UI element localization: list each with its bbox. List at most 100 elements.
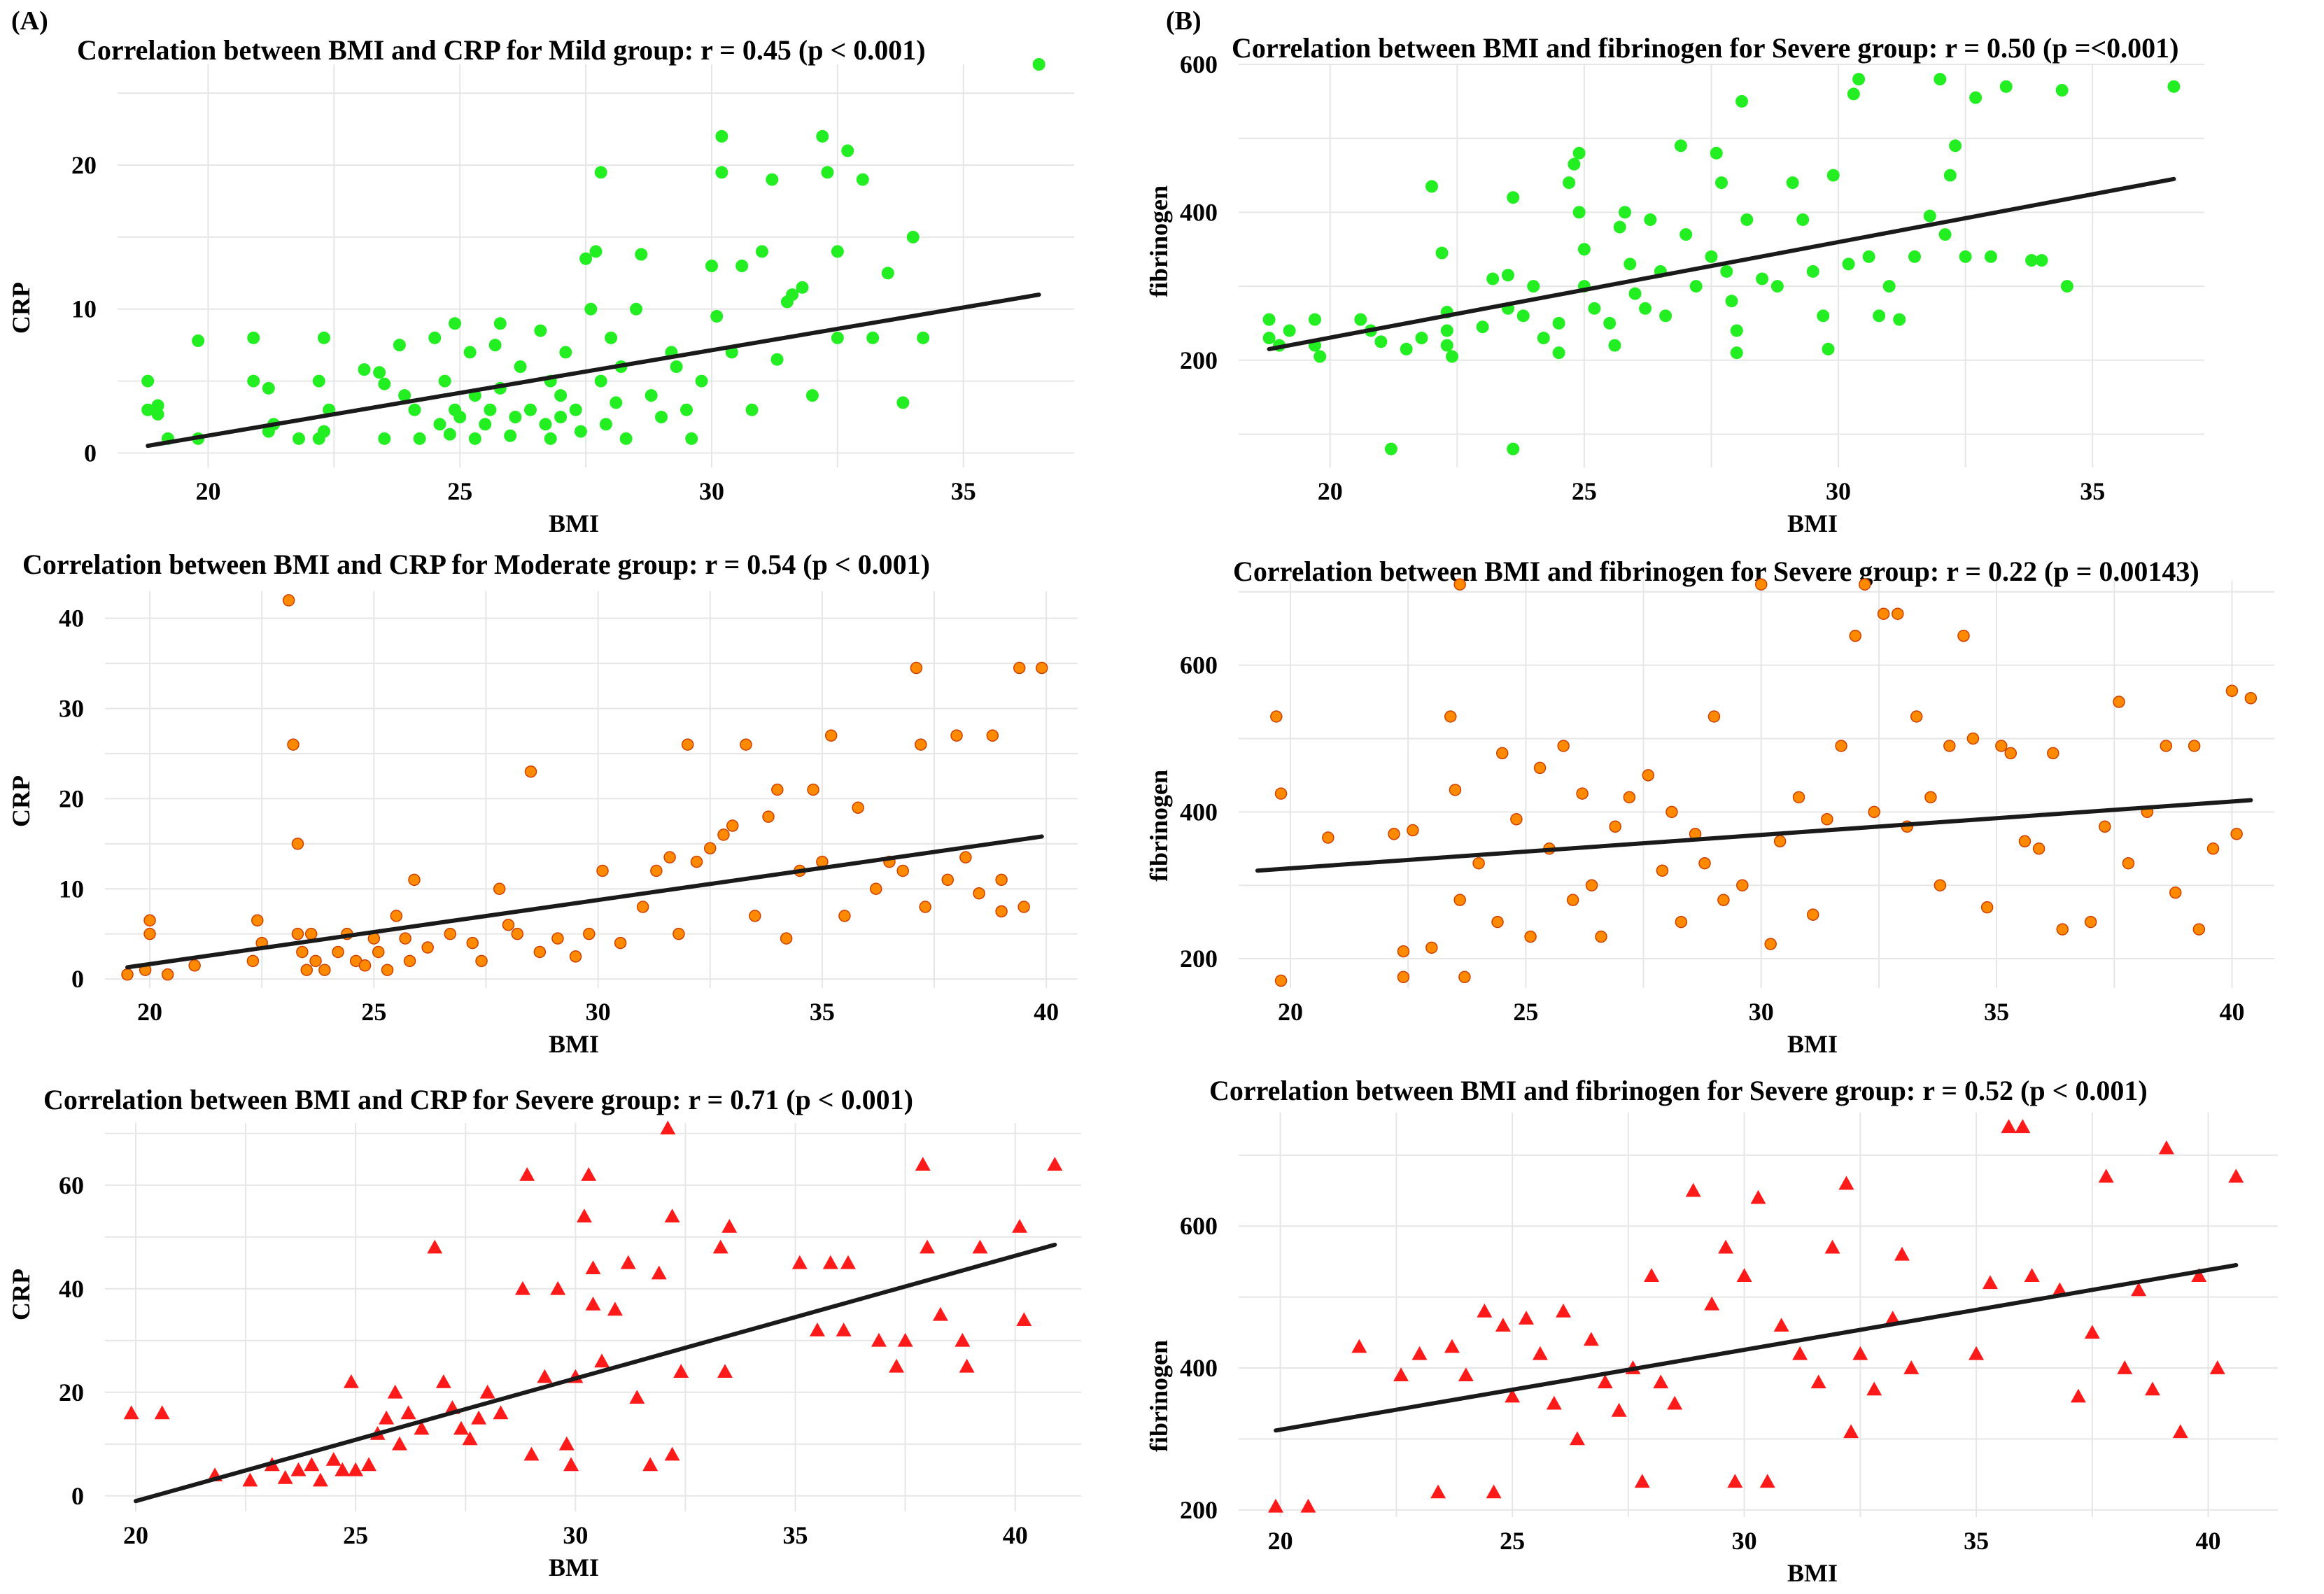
data-point	[348, 1462, 364, 1476]
data-point	[673, 1364, 689, 1378]
data-point	[1613, 220, 1626, 234]
x-tick-label: 35	[951, 477, 976, 505]
x-tick-label: 25	[361, 998, 386, 1026]
x-tick-label: 40	[1034, 998, 1059, 1026]
data-point	[1770, 280, 1784, 293]
data-point	[1966, 732, 1980, 745]
x-tick-label: 30	[563, 1521, 588, 1549]
data-point	[2230, 828, 2243, 840]
data-point	[524, 765, 537, 778]
data-point	[1507, 442, 1520, 456]
data-point	[468, 432, 481, 445]
data-point	[438, 374, 451, 388]
data-point	[1656, 864, 1669, 877]
data-point	[428, 331, 442, 344]
data-point	[493, 1405, 509, 1420]
data-point	[569, 950, 582, 963]
data-point	[1533, 761, 1547, 775]
data-point	[378, 377, 391, 390]
data-point	[2172, 1424, 2188, 1439]
data-point	[519, 1167, 535, 1181]
data-point	[358, 363, 371, 376]
data-point	[453, 1420, 469, 1435]
data-point	[192, 334, 205, 347]
data-point	[959, 851, 972, 863]
data-point	[1624, 258, 1637, 271]
data-point	[1611, 1402, 1627, 1417]
y-axis-label: fibrinogen	[1145, 185, 1173, 297]
data-point	[986, 729, 999, 742]
data-point	[1472, 856, 1485, 870]
data-point	[1908, 250, 1921, 263]
data-point	[1995, 740, 2008, 752]
data-point	[1910, 710, 1923, 723]
data-point	[2084, 1325, 2100, 1339]
data-point	[871, 1332, 887, 1347]
data-point	[690, 855, 703, 868]
y-tick-label: 400	[1180, 1354, 1218, 1382]
data-point	[1858, 578, 1871, 591]
data-point	[427, 1239, 443, 1254]
data-point	[408, 873, 421, 887]
data-point	[796, 281, 809, 294]
data-point	[504, 429, 517, 442]
data-point	[660, 1120, 676, 1135]
data-point	[1894, 1246, 1910, 1261]
data-point	[1730, 324, 1743, 337]
chart-severe-fib-1: Correlation between BMI and fibrinogen f…	[1145, 32, 2204, 537]
data-point	[2188, 740, 2201, 752]
data-point	[1552, 316, 1565, 330]
x-tick-label: 40	[2219, 998, 2244, 1026]
data-point	[1653, 1374, 1669, 1389]
data-point	[995, 905, 1008, 918]
data-point	[1969, 91, 1983, 104]
data-point	[1425, 941, 1438, 954]
data-point	[444, 927, 456, 940]
data-point	[1817, 309, 1830, 323]
data-point	[154, 1405, 170, 1420]
data-point	[1495, 747, 1509, 760]
data-point	[151, 399, 164, 412]
data-point	[1852, 73, 1866, 86]
data-point	[1274, 787, 1288, 800]
data-point	[1619, 206, 1631, 219]
data-point	[2024, 1268, 2040, 1283]
data-point	[251, 914, 264, 927]
data-point	[607, 1302, 623, 1316]
y-tick-label: 600	[1180, 1212, 1218, 1240]
data-point	[1588, 302, 1601, 315]
data-point	[242, 1472, 258, 1487]
x-tick-label: 30	[699, 477, 724, 505]
data-point	[1444, 1339, 1460, 1353]
x-tick-label: 20	[1268, 1527, 1293, 1555]
data-point	[1453, 894, 1466, 906]
x-tick-label: 40	[2196, 1527, 2221, 1555]
y-tick-label: 40	[59, 605, 84, 633]
data-point	[1877, 607, 1890, 620]
data-point	[1704, 1296, 1720, 1311]
y-tick-label: 0	[84, 439, 97, 467]
x-tick-label: 35	[1964, 1527, 1989, 1555]
data-point	[959, 1358, 975, 1373]
data-point	[1262, 332, 1276, 345]
chart-title: Correlation between BMI and CRP for Mild…	[77, 34, 926, 66]
data-point	[463, 346, 477, 359]
data-point	[287, 738, 300, 751]
data-point	[836, 1323, 852, 1336]
data-point	[493, 882, 506, 895]
data-point	[1764, 938, 1777, 950]
y-tick-label: 400	[1180, 798, 1218, 826]
data-point	[755, 245, 768, 258]
data-point	[2225, 684, 2239, 698]
y-axis-label: CRP	[7, 1269, 35, 1320]
data-point	[1750, 1190, 1766, 1204]
data-point	[838, 910, 851, 922]
data-point	[915, 738, 927, 751]
data-point	[1679, 228, 1693, 241]
y-tick-label: 200	[1180, 1496, 1218, 1524]
data-point	[2015, 1119, 2031, 1134]
data-point	[1727, 1474, 1743, 1488]
data-point	[1730, 346, 1743, 360]
data-point	[143, 927, 156, 940]
